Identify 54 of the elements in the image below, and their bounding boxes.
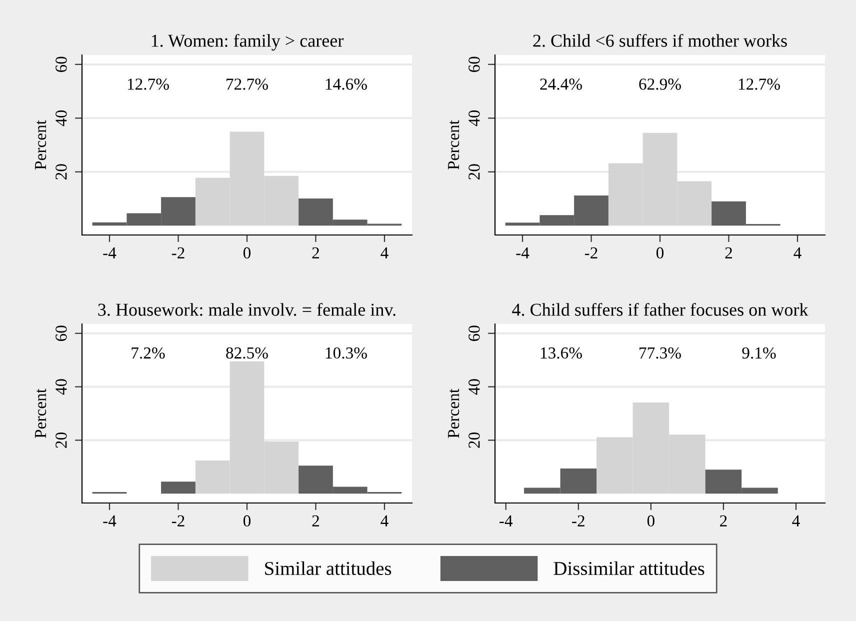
x-tick-label: 0 <box>243 247 251 259</box>
y-axis-title: Percent <box>35 388 46 438</box>
x-tick-label: -2 <box>584 247 598 258</box>
x-tick-label: 4 <box>380 247 388 258</box>
x-tick-label: -4 <box>103 515 116 526</box>
x-tick-label: -4 <box>103 247 116 258</box>
x-tick-label: 0 <box>656 247 664 259</box>
annotation: 82.5% <box>226 347 268 359</box>
annotation: 72.7% <box>226 78 268 90</box>
x-tick-label: 2 <box>312 515 319 526</box>
annotation: 77.3% <box>640 347 681 359</box>
annotation: 14.6% <box>326 78 367 90</box>
legend-label: Dissimilar attitudes <box>554 561 704 576</box>
y-axis-title: Percent <box>448 388 460 438</box>
annotation: 62.9% <box>639 78 681 90</box>
x-tick-label: 4 <box>380 515 388 526</box>
x-tick-label: 0 <box>647 515 654 527</box>
chart-title: 2. Child <6 suffers if mother works <box>533 34 787 47</box>
y-tick-label: 40 <box>468 379 480 395</box>
y-tick-label: 20 <box>468 432 480 448</box>
chart-title: 4. Child suffers if father focuses on work <box>512 302 808 316</box>
annotation: 7.2% <box>132 347 165 359</box>
annotation: 10.3% <box>326 347 367 359</box>
annotation: 9.1% <box>742 347 776 359</box>
y-tick-label: 60 <box>56 56 67 72</box>
y-tick-label: 60 <box>468 326 480 341</box>
x-tick-label: 4 <box>792 515 800 526</box>
y-axis-title: Percent <box>35 120 46 170</box>
y-tick-label: 40 <box>56 110 67 126</box>
x-tick-label: -4 <box>516 247 530 258</box>
chart-title: 1. Women: family > career <box>152 34 344 51</box>
x-tick-label: 2 <box>725 247 732 258</box>
x-tick-label: 2 <box>720 515 727 526</box>
chart-title: 3. Housework: male involv. = female inv. <box>98 302 396 316</box>
x-tick-label: 4 <box>794 247 802 258</box>
legend-label: Similar attitudes <box>265 561 392 576</box>
x-tick-label: -2 <box>172 515 184 526</box>
x-tick-label: -2 <box>572 515 584 526</box>
y-tick-label: 40 <box>468 110 480 126</box>
x-tick-label: -4 <box>500 515 513 526</box>
y-tick-label: 20 <box>56 432 67 448</box>
annotation: 12.7% <box>738 78 780 90</box>
y-tick-label: 40 <box>56 379 67 395</box>
y-tick-label: 20 <box>56 164 67 180</box>
y-axis-title: Percent <box>448 120 460 170</box>
y-tick-label: 20 <box>468 164 480 180</box>
annotation: 13.6% <box>540 347 582 359</box>
x-tick-label: 2 <box>312 247 319 258</box>
annotation: 12.7% <box>128 78 169 90</box>
annotation: 24.4% <box>540 78 582 90</box>
y-tick-label: 60 <box>468 56 480 72</box>
x-tick-label: -2 <box>172 247 184 258</box>
y-tick-label: 60 <box>56 326 67 341</box>
x-tick-label: 0 <box>243 515 251 527</box>
